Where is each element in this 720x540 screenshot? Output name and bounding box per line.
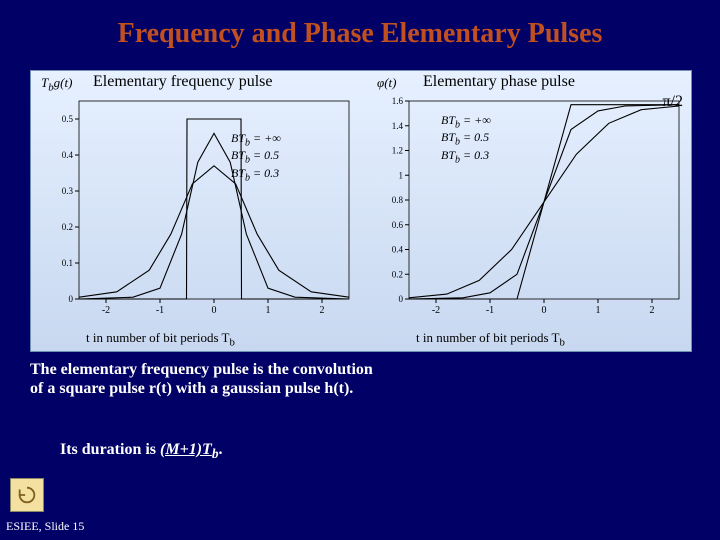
return-icon[interactable] [10,478,44,512]
left-chart-title: Elementary frequency pulse [93,73,272,91]
left-xlabel: t in number of bit periods Tb [86,330,235,349]
left-legend: BTb = +∞BTb = 0.5BTb = 0.3 [231,131,281,183]
svg-text:0: 0 [69,294,74,304]
svg-text:-2: -2 [432,305,440,316]
svg-text:0.2: 0.2 [392,269,403,279]
svg-text:1: 1 [399,170,404,180]
legend-item: BTb = 0.5 [441,130,491,147]
svg-text:0: 0 [542,305,547,316]
legend-item: BTb = 0.3 [441,148,491,165]
legend-item: BTb = 0.5 [231,148,281,165]
legend-item: BTb = +∞ [231,131,281,148]
charts-panel: Tbg(t) Elementary frequency pulse -2 -1 0 1… [30,70,692,352]
svg-text:0.6: 0.6 [392,220,404,230]
right-ylabel: φ(t) [377,75,396,91]
svg-text:0.8: 0.8 [392,195,404,205]
right-xlabel: t in number of bit periods Tb [416,330,565,349]
svg-text:2: 2 [650,305,655,316]
svg-text:0.4: 0.4 [392,245,404,255]
svg-text:0.3: 0.3 [62,186,74,196]
right-chart: φ(t) Elementary phase pulse π/2 -2-10120… [361,71,691,351]
right-chart-svg: -2 -1 0 1 2 0 0.2 0.4 0.6 0.8 1 1.2 1.4 1.6 [361,93,691,333]
svg-text:0: 0 [212,305,217,316]
duration-em: (M+1)Tb [160,441,218,458]
left-ylabel: Tbg(t) [41,75,72,94]
svg-text:0.5: 0.5 [62,114,74,124]
svg-text:1.6: 1.6 [392,96,404,106]
svg-text:1.2: 1.2 [392,146,403,156]
svg-text:-2: -2 [102,305,110,316]
svg-text:0.2: 0.2 [62,222,73,232]
right-legend: BTb = +∞BTb = 0.5BTb = 0.3 [441,113,491,165]
slide-footer: ESIEE, Slide 15 [6,519,84,534]
svg-text:2: 2 [320,305,325,316]
right-chart-title: Elementary phase pulse [423,73,575,91]
svg-text:1: 1 [596,305,601,316]
legend-item: BTb = +∞ [441,113,491,130]
svg-text:0.4: 0.4 [62,150,74,160]
svg-text:-1: -1 [486,305,494,316]
left-chart: Tbg(t) Elementary frequency pulse -2 -1 0 1… [31,71,361,351]
svg-text:-1: -1 [156,305,164,316]
body-text-duration: Its duration is (M+1)Tb. [60,440,222,462]
svg-text:0.1: 0.1 [62,258,73,268]
slide: Frequency and Phase Elementary Pulses Tb… [0,0,720,540]
svg-text:1: 1 [266,305,271,316]
body-text-convolution: The elementary frequency pulse is the co… [30,360,390,398]
svg-text:0: 0 [399,294,404,304]
svg-text:1.4: 1.4 [392,121,404,131]
legend-item: BTb = 0.3 [231,166,281,183]
page-title: Frequency and Phase Elementary Pulses [0,0,720,50]
duration-pre: Its duration is [60,441,160,458]
duration-post: . [218,441,222,458]
left-chart-svg: -2 -1 0 1 2 0 0.1 0.2 0.3 0.4 0.5 [31,93,361,333]
